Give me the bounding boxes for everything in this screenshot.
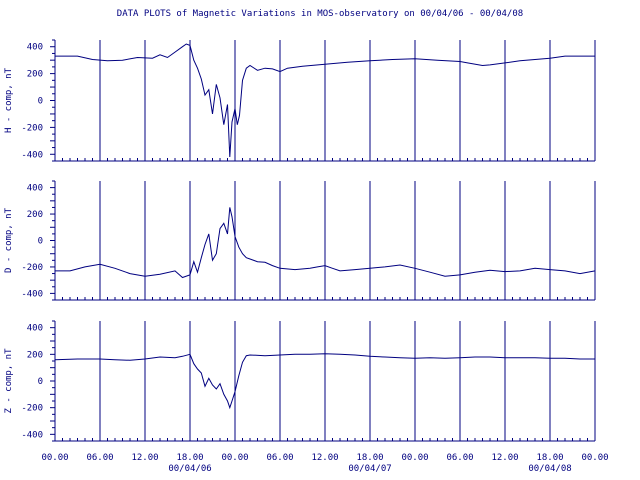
- x-tick-label: 18.00: [176, 453, 203, 463]
- x-tick-label: 12.00: [491, 453, 518, 463]
- y-axis-label: D - comp, nT: [4, 207, 14, 273]
- x-date-label: 00/04/08: [528, 464, 571, 474]
- x-tick-label: 18.00: [356, 453, 383, 463]
- x-tick-label: 00.00: [221, 453, 248, 463]
- x-tick-label: 00.00: [581, 453, 608, 463]
- y-tick-label: 400: [27, 43, 43, 53]
- series-line: [55, 43, 595, 158]
- y-tick-label: -200: [21, 404, 43, 414]
- y-tick-label: 0: [38, 237, 43, 247]
- y-tick-label: 400: [27, 324, 43, 334]
- series-line: [54, 353, 595, 410]
- x-date-label: 00/04/06: [168, 464, 211, 474]
- x-tick-label: 12.00: [311, 453, 338, 463]
- y-tick-label: -200: [21, 123, 43, 133]
- y-tick-label: 200: [27, 350, 43, 360]
- y-tick-label: -200: [21, 263, 43, 273]
- y-tick-label: 200: [27, 210, 43, 220]
- x-tick-label: 18.00: [536, 453, 563, 463]
- y-axis-label: Z - comp, nT: [4, 348, 14, 414]
- x-tick-label: 06.00: [86, 453, 113, 463]
- y-tick-label: -400: [21, 150, 43, 160]
- x-tick-label: 06.00: [266, 453, 293, 463]
- x-tick-label: 00.00: [41, 453, 68, 463]
- x-date-label: 00/04/07: [348, 464, 391, 474]
- y-tick-label: 0: [38, 377, 43, 387]
- y-tick-label: 400: [27, 184, 43, 194]
- chart-title: DATA PLOTS of Magnetic Variations in MOS…: [116, 9, 524, 19]
- y-tick-label: -400: [21, 430, 43, 440]
- y-tick-label: 0: [38, 97, 43, 107]
- x-tick-label: 06.00: [446, 453, 473, 463]
- y-axis-label: H - comp, nT: [4, 67, 14, 133]
- x-tick-label: 12.00: [131, 453, 158, 463]
- y-tick-label: -400: [21, 289, 43, 299]
- y-tick-label: 200: [27, 70, 43, 80]
- x-tick-label: 00.00: [401, 453, 428, 463]
- series-line: [55, 207, 596, 279]
